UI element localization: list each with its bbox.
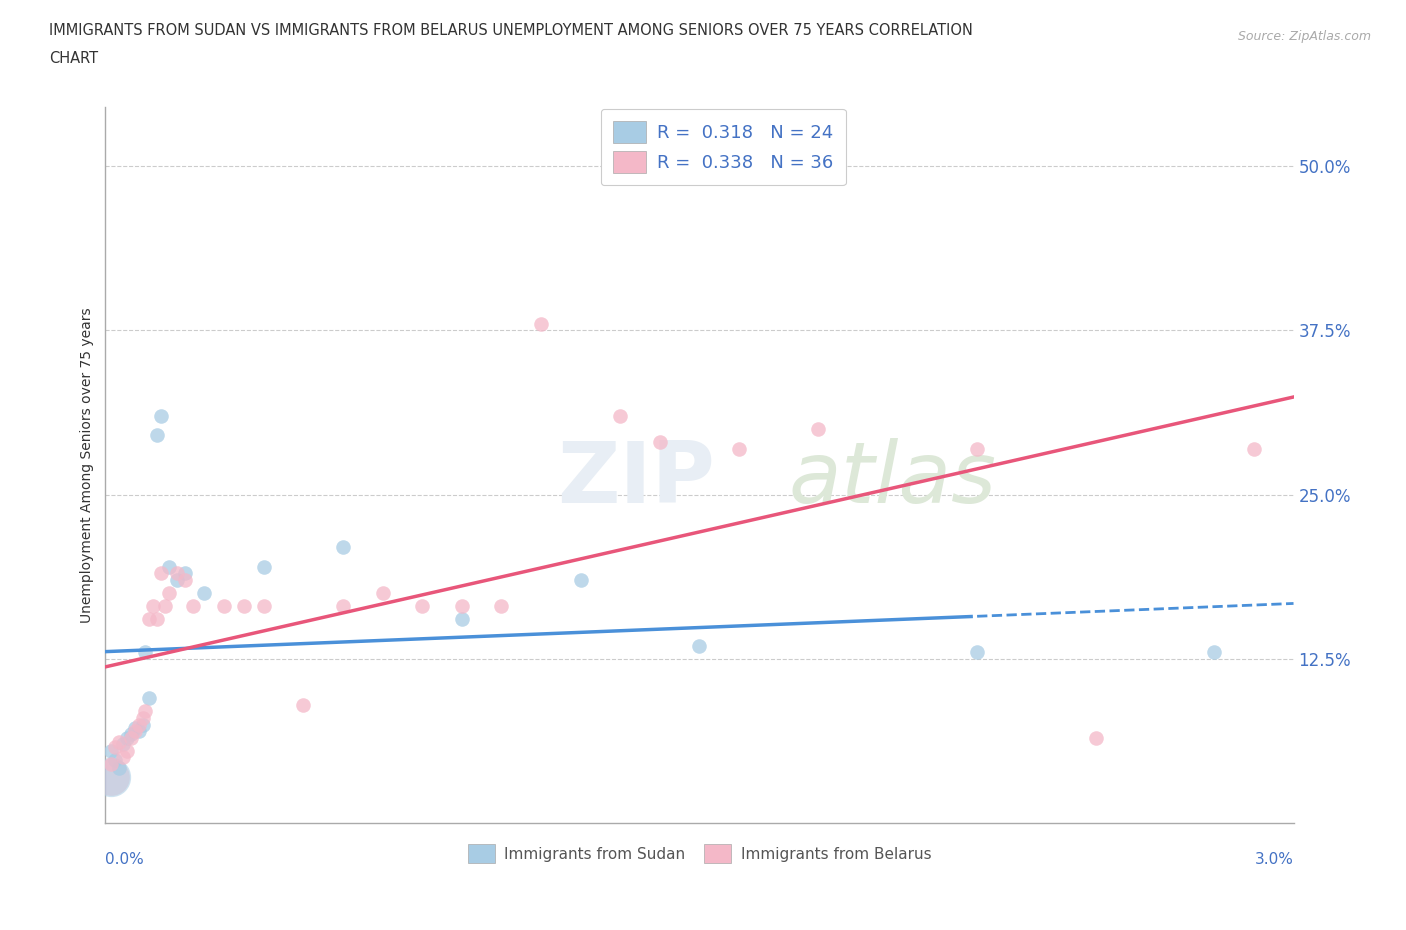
Point [807, 421, 830, 436]
Point [112, 737, 135, 751]
Point [214, 599, 236, 614]
Point [146, 612, 169, 627]
Point [157, 559, 180, 574]
Point [149, 408, 172, 423]
Text: ZIP: ZIP [557, 438, 714, 521]
Point [124, 721, 146, 736]
Point [108, 761, 131, 776]
Point [371, 586, 394, 601]
Point [138, 612, 160, 627]
Point [450, 612, 472, 627]
Point [233, 599, 256, 614]
Y-axis label: Unemployment Among Seniors over 75 years: Unemployment Among Seniors over 75 years [80, 307, 94, 623]
Point [100, 756, 122, 771]
Point [728, 441, 751, 456]
Point [149, 566, 172, 581]
Point [1204, 644, 1226, 659]
Point [166, 566, 188, 581]
Point [146, 428, 169, 443]
Text: IMMIGRANTS FROM SUDAN VS IMMIGRANTS FROM BELARUS UNEMPLOYMENT AMONG SENIORS OVER: IMMIGRANTS FROM SUDAN VS IMMIGRANTS FROM… [49, 23, 973, 38]
Point [138, 691, 160, 706]
Point [100, 770, 122, 785]
Legend: Immigrants from Sudan, Immigrants from Belarus: Immigrants from Sudan, Immigrants from B… [461, 838, 938, 870]
Point [132, 717, 155, 732]
Point [966, 644, 988, 659]
Point [104, 739, 127, 754]
Text: Source: ZipAtlas.com: Source: ZipAtlas.com [1237, 30, 1371, 43]
Point [332, 599, 354, 614]
Point [253, 559, 276, 574]
Point [100, 770, 122, 785]
Point [104, 752, 127, 767]
Point [166, 573, 188, 588]
Point [134, 644, 156, 659]
Point [253, 599, 276, 614]
Text: 3.0%: 3.0% [1254, 852, 1294, 867]
Point [124, 724, 146, 738]
Point [648, 434, 671, 449]
Point [1243, 441, 1265, 456]
Point [966, 441, 988, 456]
Point [530, 316, 553, 331]
Point [157, 586, 180, 601]
Point [142, 599, 165, 614]
Point [115, 743, 138, 758]
Point [153, 599, 176, 614]
Text: atlas: atlas [789, 438, 997, 521]
Point [450, 599, 472, 614]
Point [569, 573, 592, 588]
Point [181, 599, 204, 614]
Text: 0.0%: 0.0% [105, 852, 145, 867]
Point [1084, 730, 1107, 745]
Point [689, 638, 711, 653]
Point [112, 750, 135, 764]
Point [292, 698, 315, 712]
Point [128, 724, 150, 738]
Point [332, 539, 354, 554]
Point [128, 717, 150, 732]
Point [193, 586, 215, 601]
Point [120, 726, 142, 741]
Point [120, 730, 142, 745]
Point [173, 566, 195, 581]
Point [134, 704, 156, 719]
Point [115, 730, 138, 745]
Point [132, 711, 155, 725]
Point [609, 408, 631, 423]
Point [411, 599, 433, 614]
Point [173, 573, 195, 588]
Text: CHART: CHART [49, 51, 98, 66]
Point [108, 734, 131, 749]
Point [491, 599, 513, 614]
Point [100, 743, 122, 758]
